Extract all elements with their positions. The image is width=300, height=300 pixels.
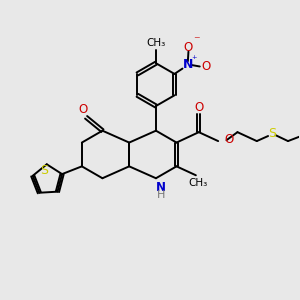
Text: O: O [195, 101, 204, 114]
Text: O: O [201, 60, 210, 73]
Text: O: O [79, 103, 88, 116]
Text: S: S [40, 164, 48, 177]
Text: ⁺: ⁺ [192, 55, 197, 64]
Text: O: O [225, 133, 234, 146]
Text: N: N [183, 58, 193, 71]
Text: H: H [157, 190, 166, 200]
Text: ⁻: ⁻ [194, 34, 200, 47]
Text: O: O [184, 41, 193, 54]
Text: N: N [156, 181, 166, 194]
Text: CH₃: CH₃ [146, 38, 166, 48]
Text: CH₃: CH₃ [189, 178, 208, 188]
Text: S: S [268, 127, 276, 140]
